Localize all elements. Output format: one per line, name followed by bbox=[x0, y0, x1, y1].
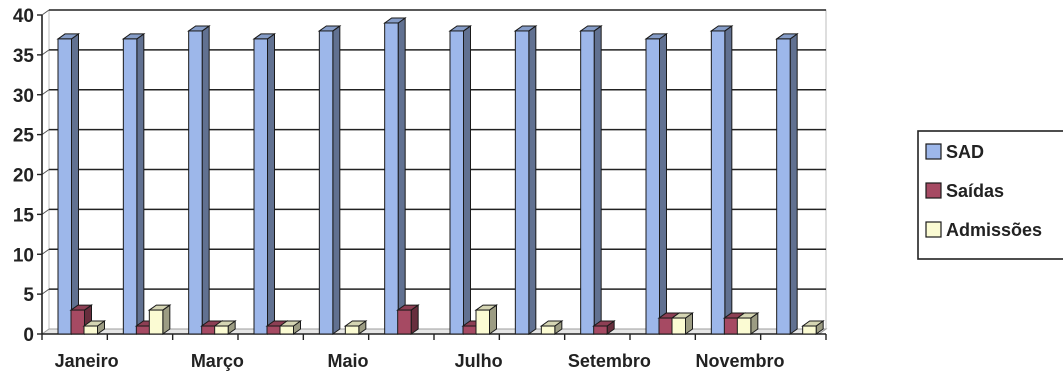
bar-sad bbox=[709, 24, 734, 335]
bar-sa-das bbox=[592, 320, 616, 335]
y-tick-label: 25 bbox=[13, 126, 35, 147]
x-tick-label: Novembro bbox=[695, 351, 784, 371]
x-tick-label: Março bbox=[191, 351, 244, 371]
legend-swatch bbox=[925, 143, 942, 160]
bar-admiss-es bbox=[278, 320, 303, 335]
gridline bbox=[41, 168, 826, 175]
x-axis-ticks: Janeiro Março Maio Julho Setembro Novembro bbox=[41, 334, 827, 371]
y-tick-label: 5 bbox=[23, 285, 34, 306]
bar-admiss-es bbox=[343, 320, 368, 335]
bar-sad bbox=[383, 17, 407, 335]
gridline bbox=[41, 49, 826, 56]
bar-sad bbox=[448, 24, 473, 335]
bar-sad bbox=[317, 24, 342, 335]
bars bbox=[56, 17, 825, 335]
y-tick-label: 10 bbox=[13, 245, 34, 266]
bar-sad bbox=[121, 32, 146, 335]
y-axis-ticks: 0 5 10 15 20 25 30 35 40 bbox=[13, 6, 42, 346]
bar-sad bbox=[513, 24, 538, 335]
x-tick-label: Julho bbox=[455, 351, 503, 371]
bar-admiss-es bbox=[474, 304, 499, 335]
bar-sad bbox=[775, 32, 799, 335]
gridline bbox=[41, 9, 826, 16]
plot-area bbox=[40, 9, 828, 335]
bar-admiss-es bbox=[147, 304, 172, 335]
y-tick-label: 35 bbox=[13, 46, 35, 67]
y-tick-label: 30 bbox=[13, 86, 34, 107]
bar-admiss-es bbox=[213, 320, 237, 335]
bar-sad bbox=[252, 32, 277, 335]
gridline bbox=[41, 88, 826, 96]
bar-admiss-es bbox=[82, 320, 107, 335]
y-tick-label: 15 bbox=[13, 205, 35, 226]
legend-swatch bbox=[925, 182, 942, 199]
legend-label: Saídas bbox=[946, 181, 1004, 201]
legend-swatch bbox=[925, 221, 942, 238]
bar-admiss-es bbox=[801, 320, 825, 335]
gridline bbox=[41, 288, 826, 295]
y-tick-label: 0 bbox=[23, 325, 34, 346]
x-tick-label: Setembro bbox=[568, 351, 651, 371]
legend-item: Saídas bbox=[925, 181, 1004, 201]
gridline bbox=[41, 248, 826, 255]
bar-admiss-es bbox=[670, 312, 695, 335]
y-tick-label: 20 bbox=[13, 166, 34, 187]
legend: SAD Saídas Admissões bbox=[917, 130, 1063, 260]
bar-admiss-es bbox=[735, 312, 760, 335]
legend-item: SAD bbox=[925, 142, 984, 162]
legend-item: Admissões bbox=[925, 220, 1042, 240]
legend-label: Admissões bbox=[946, 220, 1042, 240]
legend-label: SAD bbox=[946, 142, 984, 162]
legend-box bbox=[917, 130, 1063, 260]
bar-sad bbox=[644, 32, 669, 335]
gridline bbox=[41, 128, 826, 136]
bar-sad bbox=[56, 32, 81, 335]
bar-sad bbox=[579, 24, 603, 335]
x-tick-label: Janeiro bbox=[55, 351, 119, 371]
bar-sa-das bbox=[396, 304, 420, 335]
y-tick-label: 40 bbox=[13, 6, 34, 27]
x-tick-label: Maio bbox=[327, 351, 368, 371]
bar-sad bbox=[187, 24, 211, 335]
gridline bbox=[41, 208, 826, 215]
bar-admiss-es bbox=[539, 320, 564, 335]
